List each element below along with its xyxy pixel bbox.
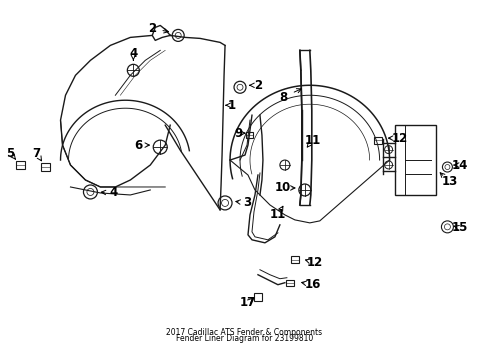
Text: 7: 7 [33, 147, 41, 159]
Text: 12: 12 [390, 132, 407, 145]
Bar [253, 293, 262, 301]
Text: 9: 9 [233, 127, 242, 140]
Text: 17: 17 [240, 296, 256, 309]
Bar [394, 125, 436, 195]
Text: Fender Liner Diagram for 23199810: Fender Liner Diagram for 23199810 [176, 333, 312, 342]
Bar [16, 161, 25, 169]
Text: 11: 11 [304, 134, 320, 147]
Text: 16: 16 [304, 278, 320, 291]
Text: 2017 Cadillac ATS Fender & Components: 2017 Cadillac ATS Fender & Components [166, 328, 322, 337]
Bar [285, 280, 293, 286]
Text: 10: 10 [274, 181, 290, 194]
Bar [373, 137, 381, 144]
Text: 2: 2 [148, 22, 156, 35]
Text: 13: 13 [440, 175, 457, 189]
Bar [290, 256, 298, 263]
Text: 4: 4 [109, 186, 117, 199]
Text: 11: 11 [269, 208, 285, 221]
Text: 6: 6 [134, 139, 142, 152]
Text: 14: 14 [450, 158, 467, 172]
Text: 3: 3 [243, 197, 250, 210]
Text: 2: 2 [253, 79, 262, 92]
Text: 5: 5 [6, 147, 15, 159]
Text: 4: 4 [129, 47, 137, 60]
Text: 15: 15 [450, 221, 467, 234]
Text: 8: 8 [278, 91, 286, 104]
Bar [246, 132, 253, 138]
Bar [41, 163, 50, 171]
Text: 1: 1 [227, 99, 236, 112]
Text: 12: 12 [306, 256, 322, 269]
